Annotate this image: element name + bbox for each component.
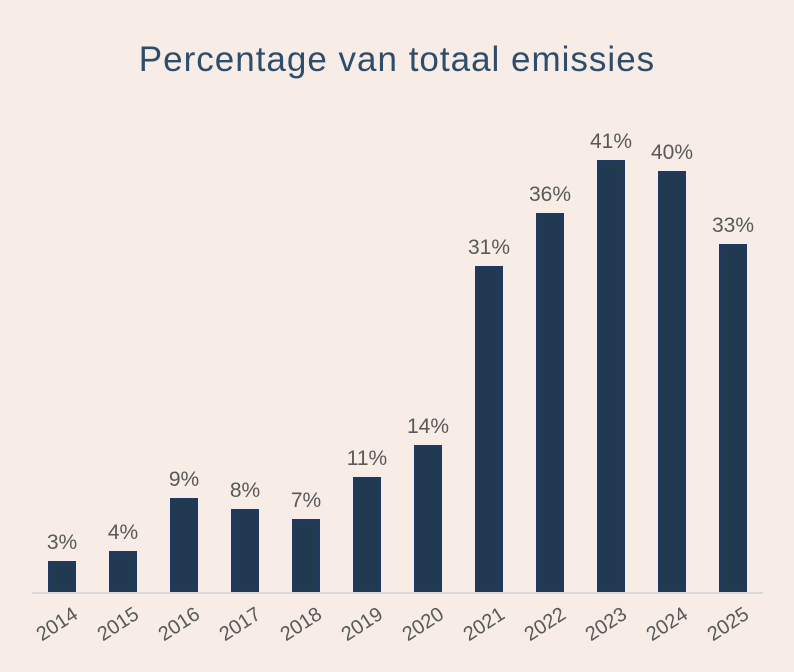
x-axis-label-text: 2022 — [520, 603, 570, 646]
bar-2022[interactable] — [536, 213, 564, 593]
bar-value-label: 4% — [107, 521, 139, 544]
bar-2017[interactable] — [231, 509, 259, 593]
x-axis-label-text: 2021 — [459, 603, 509, 646]
bar-2018[interactable] — [292, 519, 320, 593]
bar-value-label: 8% — [229, 479, 261, 502]
chart-title: Percentage van totaal emissies — [138, 40, 656, 79]
x-axis-line — [32, 592, 763, 594]
bar-value-label: 7% — [290, 489, 322, 512]
x-axis-label-text: 2020 — [398, 603, 448, 646]
bar-2019[interactable] — [353, 477, 381, 593]
bar-value-label: 33% — [711, 214, 755, 237]
bar-2014[interactable] — [48, 561, 76, 593]
bar-2025[interactable] — [719, 244, 747, 593]
x-axis-label-text: 2019 — [337, 603, 387, 646]
bar-value-label: 3% — [46, 531, 78, 554]
x-axis-label-text: 2017 — [215, 603, 265, 646]
bar-2023[interactable] — [597, 160, 625, 593]
bar-value-label: 40% — [650, 141, 694, 164]
x-axis-label-text: 2025 — [703, 603, 753, 646]
x-axis-label-text: 2024 — [642, 603, 692, 646]
x-axis-label-text: 2018 — [276, 603, 326, 646]
bar-2015[interactable] — [109, 551, 137, 593]
x-axis-label-text: 2023 — [581, 603, 631, 646]
x-axis-label-text: 2014 — [32, 603, 82, 646]
bar-value-label: 31% — [467, 236, 511, 259]
bar-value-label: 9% — [168, 468, 200, 491]
bar-2021[interactable] — [475, 266, 503, 593]
bar-value-label: 36% — [528, 183, 572, 206]
bar-2016[interactable] — [170, 498, 198, 593]
bar-2020[interactable] — [414, 445, 442, 593]
x-axis-label-text: 2015 — [93, 603, 143, 646]
bar-value-label: 41% — [589, 130, 633, 153]
bar-value-label: 14% — [406, 415, 450, 438]
bar-value-label: 11% — [346, 447, 388, 470]
x-axis-label-text: 2016 — [154, 603, 204, 646]
bar-2024[interactable] — [658, 171, 686, 593]
